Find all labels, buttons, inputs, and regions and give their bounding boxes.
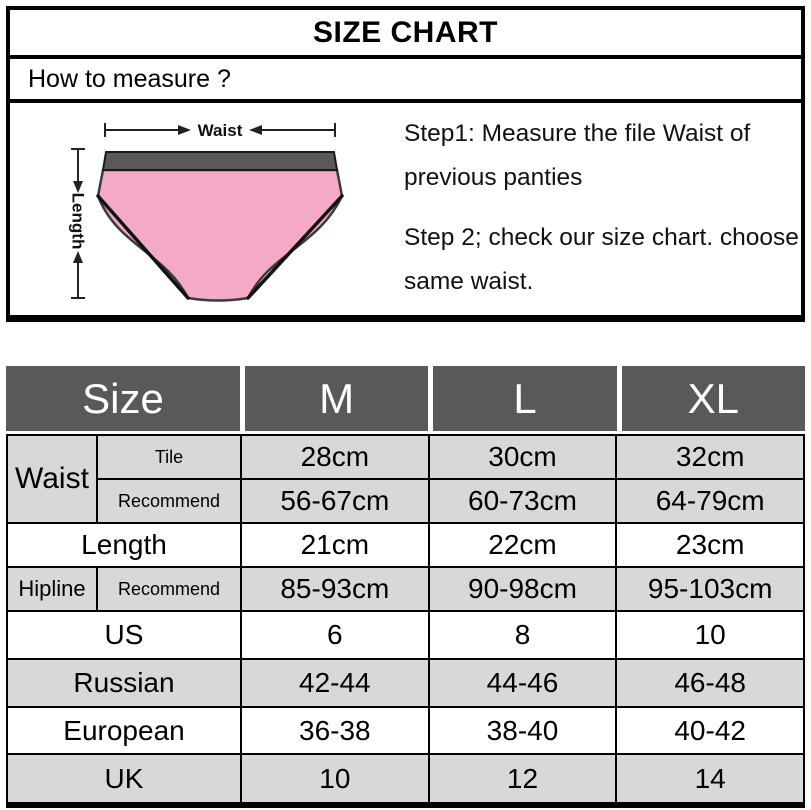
cell-length-l: 22cm: [429, 524, 616, 566]
size-table-body: Waist Tile 28cm 30cm 32cm Recommend 56-6…: [6, 434, 805, 808]
row-label-hipline: Hipline: [8, 568, 96, 610]
cell-hipline-m: 85-93cm: [242, 568, 428, 610]
cell-waist-rec-l: 60-73cm: [429, 480, 616, 522]
step2-line2: same waist.: [404, 268, 534, 295]
cell-uk-m: 10: [242, 755, 428, 802]
size-table-header: Size M L XL: [6, 366, 805, 431]
header-cell-size: Size: [6, 366, 240, 431]
step2-text: Step 2; check our size chart. choose sam…: [404, 216, 799, 304]
row-label-length: Length: [8, 524, 240, 566]
cell-us-xl: 10: [617, 612, 803, 658]
header-cell-m: M: [245, 366, 429, 431]
length-dimension-label: Length: [69, 193, 88, 250]
cell-waist-tile-m: 28cm: [242, 436, 428, 478]
cell-length-m: 21cm: [242, 524, 428, 566]
cell-hipline-xl: 95-103cm: [617, 568, 803, 610]
step1-line2: previous panties: [404, 164, 583, 191]
row-label-uk: UK: [8, 755, 240, 802]
cell-waist-tile-l: 30cm: [429, 436, 616, 478]
waist-dimension-label: Waist: [198, 121, 243, 140]
cell-european-xl: 40-42: [617, 708, 803, 753]
cell-russian-l: 44-46: [429, 660, 616, 706]
step2-line1: Step 2; check our size chart. choose: [404, 224, 799, 251]
length-dimension-arrow: [71, 148, 85, 299]
step1-text: Step1: Measure the file Waist of previou…: [404, 112, 799, 200]
cell-waist-rec-m: 56-67cm: [242, 480, 428, 522]
header-cell-xl: XL: [621, 366, 805, 431]
section-spacer: [6, 322, 805, 366]
cell-uk-l: 12: [429, 755, 616, 802]
title-box: SIZE CHART: [6, 6, 805, 59]
measurement-steps: Step1: Measure the file Waist of previou…: [402, 103, 799, 315]
header-cell-l: L: [433, 366, 617, 431]
page-title: SIZE CHART: [313, 15, 498, 49]
waist-arrowhead-right-icon: [178, 125, 191, 135]
panty-right-leg-edge: [246, 194, 344, 300]
panty-left-leg-edge: [96, 194, 190, 300]
row-label-russian: Russian: [8, 660, 240, 706]
waist-arrowhead-left-icon: [249, 125, 262, 135]
sub-label-hipline-recommend: Recommend: [98, 568, 240, 610]
cell-us-l: 8: [429, 612, 616, 658]
length-arrowhead-down-icon: [73, 181, 83, 193]
panty-waistband-shape: [101, 151, 339, 171]
panty-measurement-diagram: Waist Length: [69, 121, 344, 302]
cell-length-xl: 23cm: [617, 524, 803, 566]
cell-european-m: 36-38: [242, 708, 428, 753]
row-label-waist: Waist: [8, 436, 96, 522]
cell-russian-m: 42-44: [242, 660, 428, 706]
cell-russian-xl: 46-48: [617, 660, 803, 706]
how-to-measure-box: How to measure ?: [6, 59, 805, 103]
row-label-european: European: [8, 708, 240, 753]
cell-waist-tile-xl: 32cm: [617, 436, 803, 478]
cell-uk-xl: 14: [617, 755, 803, 802]
panty-body-shape: [96, 168, 344, 302]
row-label-us: US: [8, 612, 240, 658]
sub-label-waist-recommend: Recommend: [98, 480, 240, 522]
cell-hipline-l: 90-98cm: [429, 568, 616, 610]
cell-waist-rec-xl: 64-79cm: [617, 480, 803, 522]
cell-european-l: 38-40: [429, 708, 616, 753]
step1-line1: Step1: Measure the file Waist of: [404, 120, 751, 147]
cell-us-m: 6: [242, 612, 428, 658]
sub-label-tile: Tile: [98, 436, 240, 478]
length-arrowhead-up-icon: [73, 251, 83, 263]
how-to-measure-text: How to measure ?: [28, 64, 231, 93]
waist-dimension-arrow: [104, 123, 336, 137]
measurement-diagram-box: Waist Length Step1: Measure the file Wai…: [6, 103, 805, 322]
